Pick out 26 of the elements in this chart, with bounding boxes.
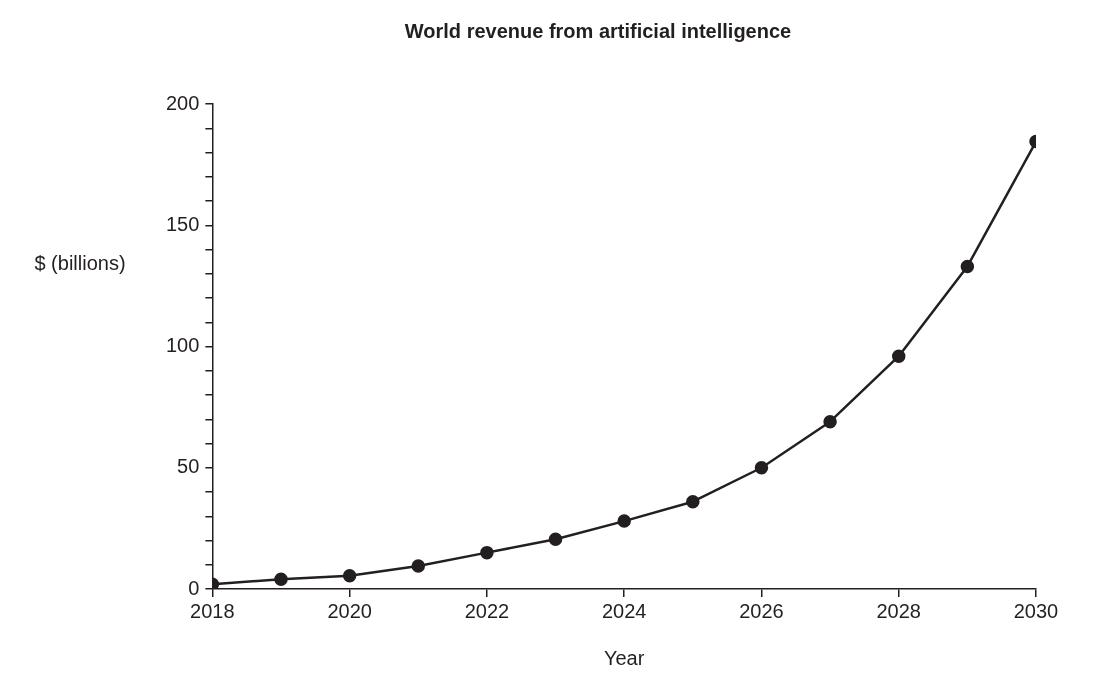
point [960,259,975,274]
y-tick-label: 200 [165,91,200,114]
y-tick-label: 150 [165,212,200,235]
x-tick-label: 2030 [1013,599,1059,622]
point [480,545,494,560]
point [754,461,769,475]
x-tick-label: 2020 [327,599,372,622]
y-tick-label: 100 [165,334,200,357]
point [617,514,631,528]
point [686,494,700,509]
point [411,559,426,573]
y-tick-label: 0 [188,576,200,599]
chart-title: World revenue from artificial intelligence [404,19,792,42]
x-axis-title: Year [603,646,645,669]
point [342,568,357,583]
x-tick-label: 2028 [876,599,921,622]
point [891,349,906,363]
x-tick-label: 2026 [739,599,784,622]
x-tick-label: 2024 [601,599,647,622]
x-tick-label: 2022 [464,599,510,622]
y-axis-title: $ (billions) [34,251,126,274]
point [274,572,288,587]
y-tick-label: 50 [177,455,200,478]
x-tick-label: 2018 [190,599,235,622]
point [548,532,563,547]
point [823,414,837,429]
